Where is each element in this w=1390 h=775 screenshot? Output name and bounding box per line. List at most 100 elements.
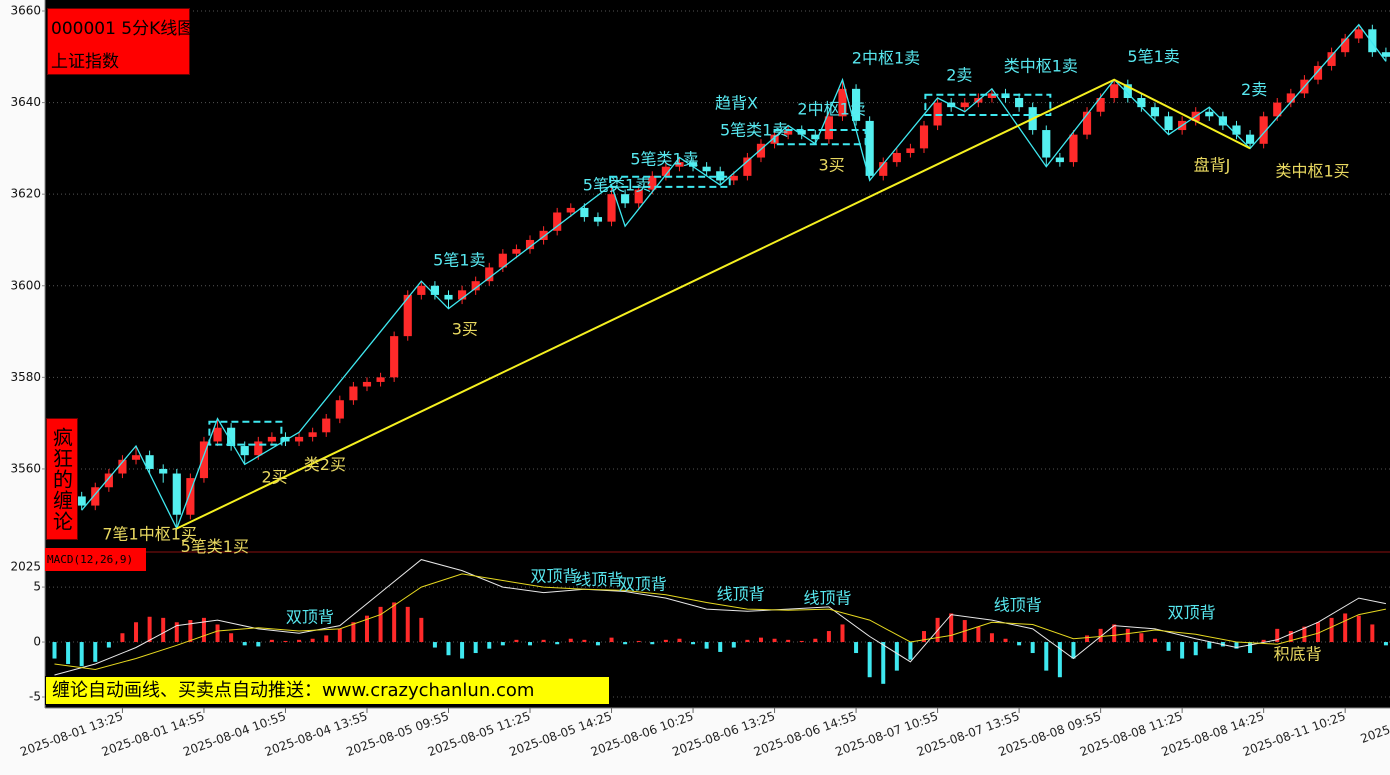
macd-bar — [1085, 635, 1090, 643]
macd-bar — [52, 642, 57, 659]
candle-body — [1015, 98, 1024, 108]
macd-bar — [473, 642, 478, 654]
macd-bar — [568, 638, 573, 643]
y-tick-label: 0 — [33, 635, 41, 649]
candle-body — [1055, 157, 1064, 163]
macd-bar — [337, 628, 342, 643]
macd-bar — [1248, 642, 1253, 654]
y-tick-label: 3620 — [10, 187, 41, 201]
macd-bar — [106, 642, 111, 648]
macd-bar — [297, 639, 302, 643]
macd-bar — [758, 637, 763, 643]
annotation: 5笔1卖 — [1127, 47, 1179, 66]
annotation: 双顶背 — [530, 567, 578, 586]
candle-body — [145, 455, 154, 469]
candle-body — [104, 473, 113, 488]
macd-bar — [351, 622, 356, 643]
macd-bar — [1166, 642, 1171, 651]
macd-bar — [528, 642, 533, 646]
macd-bar — [161, 617, 166, 643]
candle-body — [661, 166, 670, 176]
macd-bar — [120, 633, 125, 643]
macd-bar — [894, 642, 899, 671]
macd-bar — [1180, 642, 1185, 659]
annotation: 3买 — [452, 320, 478, 339]
annotation: 类中枢1卖 — [1004, 56, 1078, 75]
pivot-zone — [609, 175, 731, 188]
macd-bar — [650, 642, 655, 645]
macd-bar — [1356, 615, 1361, 643]
macd-bar — [460, 642, 465, 659]
macd-bar — [922, 631, 927, 643]
candle-body — [838, 88, 847, 117]
promo-banner: 缠论自动画线、买卖点自动推送：www.crazychanlun.com — [45, 676, 610, 705]
candle-body — [322, 418, 331, 433]
candle-body — [1123, 84, 1132, 99]
y-tick-label: 3600 — [10, 278, 41, 292]
macd-bar — [826, 631, 831, 643]
macd-bar — [378, 606, 383, 643]
macd-bar — [500, 642, 505, 646]
y-tick-label: 3640 — [10, 95, 41, 109]
macd-bar — [134, 622, 139, 643]
x-tick-label: 2025-08-11 — [1359, 709, 1390, 746]
annotation: 5笔类1卖 — [630, 149, 698, 168]
macd-bar — [840, 624, 845, 643]
macd-bar — [1207, 642, 1212, 649]
candle-body — [784, 130, 793, 135]
macd-bar — [1383, 642, 1388, 646]
candle-body — [1368, 29, 1377, 53]
brand: 疯狂的缠论 — [46, 418, 78, 540]
y-tick-label: 3560 — [10, 461, 41, 475]
macd-bar — [1370, 624, 1375, 643]
candle-body — [648, 175, 657, 190]
macd-bar — [93, 642, 98, 662]
macd-bar — [1125, 628, 1130, 643]
candle-body — [811, 134, 820, 140]
candle-body — [485, 267, 494, 282]
candle-body — [199, 441, 209, 479]
macd-bar — [1030, 642, 1035, 654]
macd-bar — [799, 640, 804, 643]
macd-bar — [772, 638, 777, 643]
annotation: 线顶背 — [575, 570, 623, 589]
macd-line — [54, 573, 1386, 671]
annotation: 积底背 — [1274, 645, 1322, 664]
annotation: 2卖 — [946, 66, 972, 85]
candle-body — [743, 157, 752, 176]
candle-body — [906, 148, 915, 153]
macd-title: MACD(12,26,9) — [45, 548, 146, 571]
macd-bar — [242, 642, 247, 646]
macd-bar — [989, 633, 994, 643]
macd-bar — [718, 642, 723, 652]
macd-bar — [1112, 624, 1117, 643]
annotation: 2买 — [262, 468, 288, 487]
macd-bar — [1003, 638, 1008, 643]
macd-bar — [636, 640, 641, 643]
y-tick-label: 3660 — [10, 3, 41, 17]
annotation: 5笔类1卖 — [583, 175, 651, 194]
code-title: 000001 5分K线图 — [51, 19, 195, 39]
macd-bar — [582, 639, 587, 643]
candle-body — [254, 441, 263, 456]
candle-body — [444, 294, 453, 300]
y-tick-label: 5 — [33, 580, 41, 594]
candle-body — [1341, 38, 1350, 53]
candle-body — [91, 487, 100, 506]
macd-bar — [1044, 642, 1049, 671]
macd-bar — [514, 639, 519, 643]
macd-bar — [446, 642, 451, 656]
annotation: 2中枢1卖 — [797, 99, 865, 118]
macd-bar — [1302, 626, 1307, 643]
macd-bar — [269, 639, 274, 643]
macd-bar — [908, 642, 913, 660]
candle-body — [1313, 65, 1323, 80]
candle-body — [159, 468, 168, 474]
candle-body — [172, 473, 181, 515]
candle-body — [1273, 102, 1282, 117]
macd-line — [54, 559, 1386, 676]
annotation: 5笔类1买 — [181, 537, 249, 556]
candle-body — [376, 377, 385, 382]
candle-body — [1069, 134, 1078, 163]
candle-body — [892, 152, 901, 163]
